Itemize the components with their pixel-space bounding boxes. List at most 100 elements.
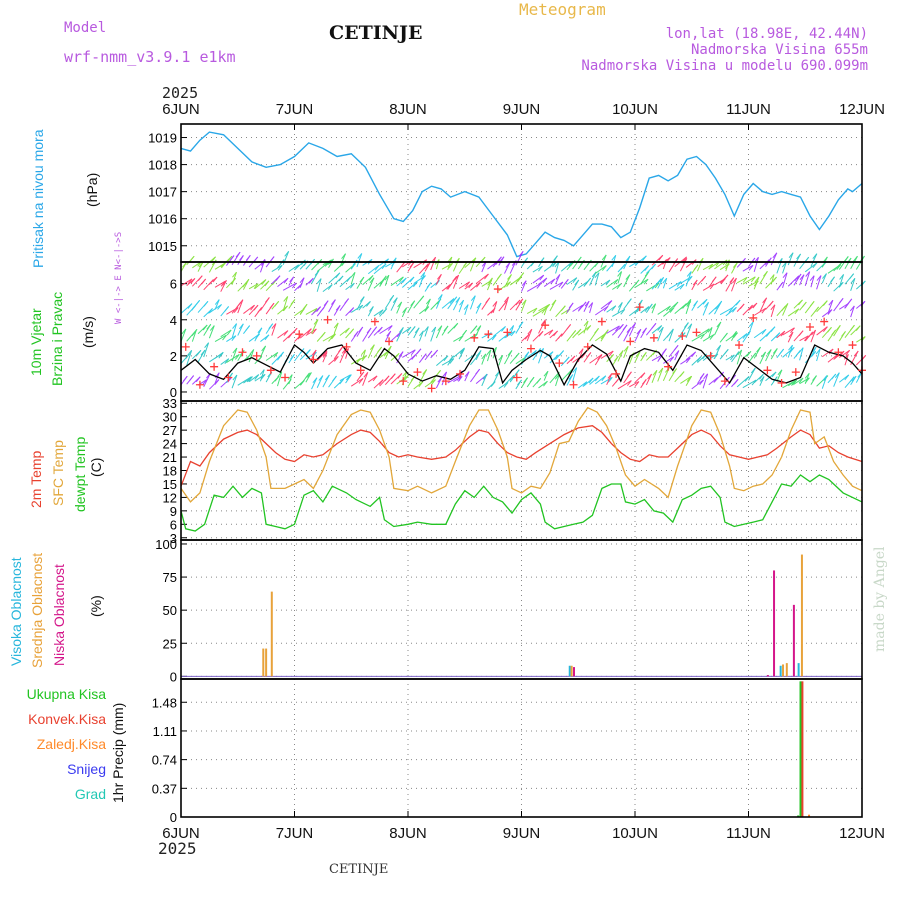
wind-barb-flag [626, 380, 632, 386]
wind-barb-flag [426, 298, 431, 305]
wind-barb [850, 305, 855, 318]
wind-barb-flag [679, 283, 685, 290]
wind-barb-flag [555, 274, 561, 280]
gust-marker [649, 333, 658, 342]
wind-barb [214, 334, 227, 343]
wind-barb-flag [495, 370, 500, 377]
wind-barb-flag [325, 374, 330, 381]
wind-barb-flag [358, 378, 364, 384]
wind-barb-flag [723, 332, 728, 339]
wind-barb-flag [410, 326, 416, 332]
wind-barb-flag [625, 255, 631, 262]
mid-cloud-bar [270, 591, 273, 677]
wind-barb-flag [195, 376, 201, 383]
wind-barb-flag [668, 328, 674, 335]
wind-barb [515, 251, 524, 266]
wind-barb [498, 355, 504, 366]
wind-barb-flag [227, 255, 233, 262]
wind-barb-flag [338, 346, 343, 353]
wind-barb-flag [318, 375, 324, 381]
wind-barb-flag [311, 328, 317, 335]
wind-barb-flag [419, 330, 424, 337]
wind-barb-flag [400, 262, 405, 268]
wind-barb-flag [283, 305, 288, 312]
wind-barb-flag [331, 299, 336, 305]
legend-total-rain: Ukupna Kisa [26, 686, 106, 702]
wind-barb-flag [686, 271, 692, 277]
conv-precip-bar [801, 681, 804, 817]
wind-barb-flag [521, 280, 527, 286]
wind-barb [532, 274, 545, 284]
wind-barb-flag [423, 263, 429, 270]
wind-barb [424, 379, 436, 388]
wind-barb [356, 253, 363, 268]
wind-barb [600, 376, 613, 385]
wind-barb-flag [229, 255, 235, 261]
wind-barb-flag [402, 307, 408, 314]
wind-barb-flag [812, 375, 817, 381]
wind-barb-flag [191, 330, 197, 337]
wind-barb-flag [709, 334, 715, 340]
wind-barb-flag [222, 280, 227, 286]
wind-barb-flag [283, 277, 289, 284]
wind-barb-flag [702, 298, 708, 305]
gust-marker [820, 317, 829, 326]
wind-barb-flag [732, 262, 738, 268]
xtick-label-bottom: 9JUN [503, 825, 541, 842]
gust-marker [238, 348, 247, 357]
wind-barb [481, 373, 488, 387]
wind-barb-flag [264, 280, 270, 287]
wind-barb-flag [253, 256, 259, 263]
wind-barb-flag [449, 358, 455, 364]
wind-barb-flag [361, 349, 366, 356]
wind-barb-flag [507, 350, 513, 356]
wind-barb-flag [486, 349, 492, 356]
wind-barb-flag [591, 271, 597, 278]
wind-barb [612, 308, 626, 317]
wind-barb-flag [297, 333, 303, 340]
wind-barb-flag [662, 348, 667, 355]
wind-barb-flag [772, 276, 777, 283]
wind-barb-flag [686, 298, 692, 305]
wind-barb [231, 271, 237, 285]
wind-barb-flag [588, 377, 594, 384]
wind-barb-flag [290, 354, 295, 360]
wind-barb-flag [548, 329, 554, 336]
wind-barb-flag [554, 261, 560, 268]
wind-barb [367, 375, 378, 383]
wind-barb-flag [567, 369, 573, 375]
wind-barb [441, 371, 448, 386]
gust-marker [503, 328, 512, 337]
wind-barb [203, 342, 210, 358]
wind-barb [594, 305, 609, 316]
wind-barb [180, 328, 187, 342]
wind-barb [748, 321, 754, 336]
wind-barb [538, 303, 550, 312]
altitude-label: Nadmorska Visina 655m [690, 42, 868, 58]
wind-barb-flag [274, 301, 280, 307]
wind-barb-flag [831, 329, 837, 336]
wind-barb [759, 297, 768, 313]
wind-barb [350, 357, 361, 365]
wind-barb [827, 300, 834, 314]
wind-barb-flag [253, 304, 259, 311]
wind-barb-flag [197, 275, 203, 282]
wind-barb [685, 259, 697, 268]
gust-marker [612, 369, 621, 378]
wind-barb [799, 335, 809, 342]
wind-barb [691, 379, 704, 390]
wind-barb-flag [536, 378, 542, 384]
wind-barb [708, 327, 713, 338]
wind-barb [634, 255, 647, 266]
wind-barb-flag [558, 281, 564, 288]
wind-barb-flag [850, 324, 855, 331]
wind-barb-flag [588, 302, 593, 308]
wind-barb-flag [679, 371, 685, 377]
wind-barb [810, 275, 815, 288]
wind-barb-flag [249, 349, 255, 355]
wind-barb-flag [814, 306, 820, 313]
low-cloud-bar [773, 570, 776, 677]
wind-barb-flag [781, 261, 787, 268]
mid-cloud-bar [782, 664, 785, 677]
wind-barb [486, 277, 493, 291]
